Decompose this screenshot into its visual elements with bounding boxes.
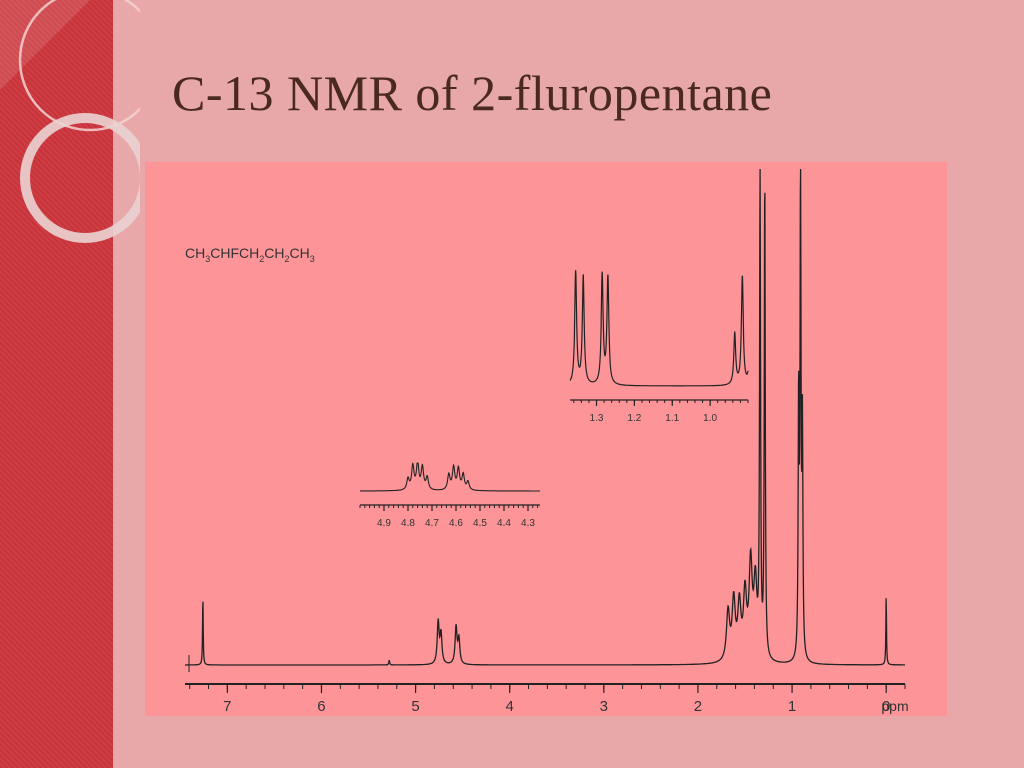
- nmr-spectrum-panel: 7 6 5 4 3 2 1 0 ppm 1.3 1.2 1.1 1.0 4.9 4.8 4.7 4.6 4.5…: [145, 162, 947, 716]
- inset-low-trace: [360, 462, 540, 492]
- inset-low-tick-label: 4.3: [521, 518, 535, 529]
- main-tick-label: 3: [600, 698, 608, 715]
- inset-high-tick-label: 1.3: [590, 413, 604, 424]
- formula-part: CH: [264, 245, 285, 261]
- formula-part: CH: [185, 245, 206, 261]
- inset-high-tick-label: 1.2: [627, 413, 641, 424]
- formula-part: CHFCH: [210, 245, 260, 261]
- formula-part: CH: [289, 245, 310, 261]
- main-tick-label: 2: [694, 698, 702, 715]
- inset-low-tick-label: 4.8: [401, 518, 415, 529]
- inset-low-tick-label: 4.7: [425, 518, 439, 529]
- main-tick-label: 4: [506, 698, 514, 715]
- inset-low-tick-label: 4.4: [497, 518, 511, 529]
- main-tick-label: 5: [411, 698, 419, 715]
- slide-title: C-13 NMR of 2-fluropentane: [172, 65, 773, 121]
- inset-low-tick-label: 4.9: [377, 518, 391, 529]
- main-tick-label: 6: [317, 698, 325, 715]
- main-tick-label: 0: [882, 698, 890, 715]
- main-spectrum-trace: [185, 168, 905, 666]
- main-x-axis-label: ppm: [881, 698, 908, 714]
- inset-high-tick-label: 1.1: [665, 413, 679, 424]
- inset-high-trace: [569, 270, 749, 387]
- formula-subscript: 3: [309, 253, 315, 264]
- deco-ring-small: [20, 113, 140, 243]
- formula-subscript: 2: [284, 253, 290, 264]
- main-tick-label: 7: [223, 698, 231, 715]
- formula-subscript: 3: [205, 253, 211, 264]
- molecule-formula: CH3CHFCH2CH2CH3: [185, 245, 315, 264]
- inset-low-field-expansion: 4.9 4.8 4.7 4.6 4.5 4.4 4.3: [359, 462, 540, 529]
- inset-high-tick-label: 1.0: [703, 413, 717, 424]
- main-tick-label: 1: [788, 698, 796, 715]
- deco-ring-large: [18, 0, 140, 132]
- inset-high-field-expansion: 1.3 1.2 1.1 1.0: [569, 270, 749, 424]
- inset-low-tick-label: 4.6: [449, 518, 463, 529]
- inset-low-tick-label: 4.5: [473, 518, 487, 529]
- formula-subscript: 2: [259, 253, 265, 264]
- decorative-circles: [0, 0, 140, 243]
